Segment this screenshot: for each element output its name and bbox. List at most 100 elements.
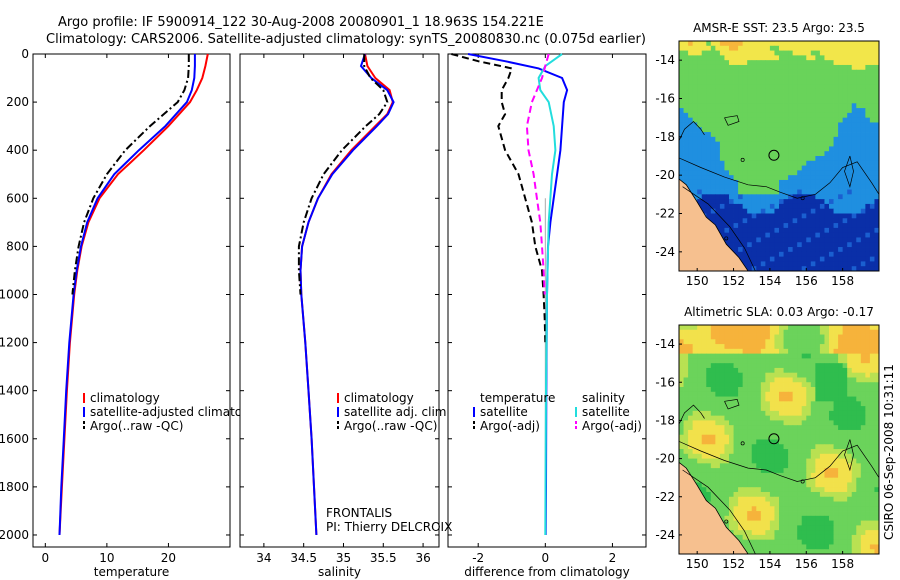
heat-cell bbox=[788, 520, 794, 526]
heat-cell bbox=[860, 93, 866, 99]
heat-cell bbox=[779, 525, 784, 531]
heat-cell bbox=[701, 199, 707, 205]
heat-cell bbox=[765, 151, 771, 157]
heat-cell bbox=[783, 491, 789, 498]
heat-cell bbox=[833, 108, 839, 114]
heat-cell bbox=[829, 237, 834, 243]
temperature-plot-area bbox=[32, 53, 231, 548]
island-marker bbox=[740, 157, 745, 162]
heat-cell bbox=[751, 79, 757, 85]
heat-cell bbox=[701, 482, 707, 488]
heat-cell bbox=[738, 334, 744, 340]
heat-cell bbox=[824, 325, 830, 331]
heat-cell bbox=[869, 117, 875, 123]
heat-cell bbox=[756, 55, 762, 61]
heat-cell bbox=[801, 45, 807, 51]
heat-cell bbox=[819, 55, 825, 61]
heat-cell bbox=[842, 387, 848, 393]
heat-cell bbox=[833, 132, 839, 138]
heat-cell bbox=[756, 261, 762, 267]
heat-cell bbox=[688, 358, 694, 364]
heat-cell bbox=[819, 515, 825, 521]
heat-cell bbox=[833, 363, 839, 369]
heat-cell bbox=[829, 98, 834, 104]
heat-cell bbox=[765, 525, 771, 531]
heat-cell bbox=[751, 247, 757, 253]
heat-cell bbox=[797, 449, 803, 455]
heat-cell bbox=[706, 496, 712, 502]
heat-cell bbox=[779, 444, 784, 450]
heat-cell bbox=[856, 468, 862, 474]
heat-cell bbox=[733, 108, 739, 114]
heat-cell bbox=[810, 41, 816, 47]
heat-cell bbox=[838, 425, 844, 431]
heat-cell bbox=[733, 127, 739, 133]
heat-cell bbox=[783, 232, 789, 238]
heat-cell bbox=[719, 50, 725, 56]
heat-cell bbox=[851, 325, 857, 331]
heat-cell bbox=[701, 122, 707, 128]
heat-cell bbox=[815, 117, 821, 123]
heat-cell bbox=[765, 463, 771, 469]
heat-cell bbox=[710, 132, 716, 138]
heat-cell bbox=[751, 439, 757, 445]
heat-cell bbox=[783, 458, 789, 464]
heat-cell bbox=[815, 353, 821, 359]
heat-cell bbox=[801, 227, 807, 234]
heat-cell bbox=[833, 93, 839, 99]
heat-cell bbox=[833, 325, 839, 331]
heat-cell bbox=[742, 539, 748, 545]
heat-cell bbox=[829, 227, 834, 234]
heat-cell bbox=[697, 117, 703, 123]
heat-cell bbox=[710, 179, 716, 186]
heat-cell bbox=[797, 429, 803, 436]
heat-cell bbox=[801, 41, 807, 47]
heat-cell bbox=[738, 103, 744, 109]
heat-cell bbox=[847, 401, 853, 407]
heat-cell bbox=[824, 88, 830, 95]
heat-cell bbox=[706, 69, 712, 75]
heat-cell bbox=[783, 199, 789, 205]
heat-cell bbox=[842, 429, 848, 436]
heat-cell bbox=[792, 325, 798, 331]
heat-cell bbox=[869, 93, 875, 99]
heat-cell bbox=[756, 434, 762, 440]
heat-cell bbox=[783, 482, 789, 488]
heat-cell bbox=[829, 242, 834, 248]
heat-cell bbox=[874, 477, 879, 483]
heat-cell bbox=[701, 396, 707, 402]
heat-cell bbox=[733, 367, 739, 374]
heat-cell bbox=[683, 377, 689, 383]
heat-cell bbox=[819, 88, 825, 95]
heat-cell bbox=[851, 511, 857, 517]
heat-cell bbox=[851, 175, 857, 181]
heat-cell bbox=[860, 218, 866, 224]
heat-cell bbox=[679, 334, 684, 340]
y-tick-label: 2000 bbox=[0, 528, 29, 542]
heat-cell bbox=[783, 377, 789, 383]
heat-cell bbox=[801, 496, 807, 502]
heat-cell bbox=[733, 160, 739, 166]
heat-cell bbox=[692, 132, 698, 138]
heat-cell bbox=[869, 396, 875, 402]
x-tick-label: 0 bbox=[542, 551, 550, 565]
heat-cell bbox=[851, 93, 857, 99]
heat-cell bbox=[851, 108, 857, 114]
heat-cell bbox=[719, 227, 725, 234]
heat-cell bbox=[783, 425, 789, 431]
heat-cell bbox=[738, 84, 744, 90]
heat-cell bbox=[765, 396, 771, 402]
heat-cell bbox=[683, 434, 689, 440]
heat-cell bbox=[819, 189, 825, 195]
heat-cell bbox=[860, 74, 866, 80]
heat-cell bbox=[683, 325, 689, 331]
heat-cell bbox=[788, 530, 794, 536]
heat-cell bbox=[819, 141, 825, 147]
heat-cell bbox=[851, 122, 857, 128]
heat-cell bbox=[824, 334, 830, 340]
heat-cell bbox=[842, 348, 848, 355]
heat-cell bbox=[719, 482, 725, 488]
heat-cell bbox=[688, 420, 694, 426]
heat-cell bbox=[710, 108, 716, 114]
heat-cell bbox=[815, 232, 821, 238]
